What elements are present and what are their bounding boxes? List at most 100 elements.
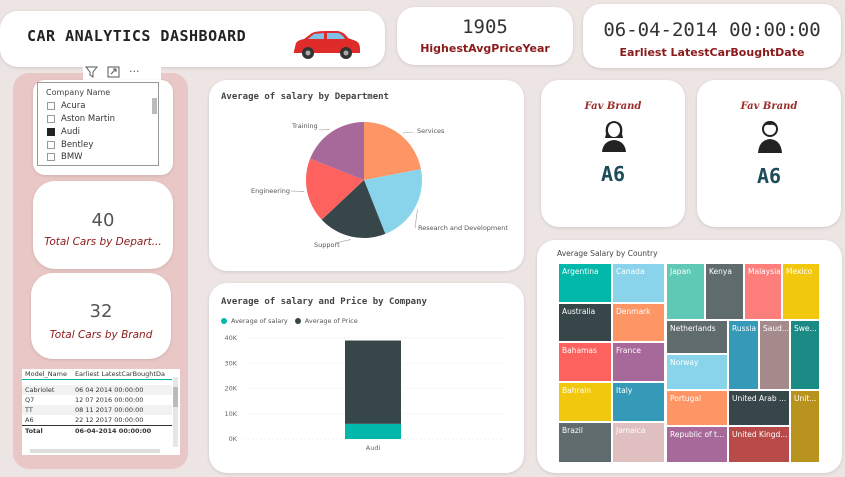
table-horizontal-scrollbar[interactable]: [30, 449, 160, 453]
fav-brand-value: A6: [600, 162, 626, 186]
treemap-cell[interactable]: Norway: [666, 354, 728, 390]
treemap-cell[interactable]: United Arab ...: [728, 390, 790, 426]
treemap-cell[interactable]: Italy: [612, 382, 665, 422]
checkbox[interactable]: [47, 115, 55, 123]
column-header[interactable]: Earliest LatestCarBoughtDa: [74, 370, 165, 378]
slicer-item-aston-martin[interactable]: Aston Martin: [47, 114, 115, 124]
fav-brand-male-card: Fav Brand A6: [697, 80, 841, 227]
chart-title: Average of salary and Price by Company: [221, 297, 427, 307]
male-user-icon: [758, 121, 782, 153]
chart-title: Average Salary by Country: [557, 249, 658, 258]
card-value: 32: [89, 301, 113, 322]
female-user-icon: [602, 121, 626, 152]
pie-chart: Services Research and Development Support E…: [251, 122, 508, 249]
slicer-item-bentley[interactable]: Bentley: [47, 140, 93, 150]
table-vertical-scrollbar[interactable]: [173, 377, 178, 447]
bar-chart: 40K 30K 20K 10K 0K Audi: [224, 334, 504, 452]
treemap-cell[interactable]: Australia: [558, 303, 612, 342]
pie-slice[interactable]: [321, 180, 386, 238]
kpi-highest-avg-price-year: 1905 HighestAvgPriceYear: [397, 7, 573, 65]
kpi-value: 1905: [462, 16, 508, 38]
model-table: Model_Name Earliest LatestCarBoughtDa Ca…: [22, 369, 180, 455]
focus-mode-icon[interactable]: [107, 66, 120, 78]
treemap-cell[interactable]: Mexico: [782, 263, 820, 320]
car-icon: [294, 31, 360, 59]
pie-slice[interactable]: [310, 122, 364, 180]
bar-segment[interactable]: [345, 340, 401, 424]
pie-slice[interactable]: [364, 169, 422, 234]
table-row[interactable]: Q7 12 07 2016 00:00:00: [25, 395, 144, 404]
legend-swatch: [221, 318, 227, 324]
checkbox[interactable]: [47, 153, 55, 161]
more-options-icon[interactable]: ···: [129, 65, 140, 78]
pie-slice[interactable]: [364, 122, 421, 180]
column-header[interactable]: Model_Name: [25, 370, 67, 378]
kpi-earliest-date: 06-04-2014 00:00:00 Earliest LatestCarBo…: [583, 4, 841, 68]
treemap-cell[interactable]: Republic of t...: [666, 426, 728, 463]
table-row[interactable]: TT 08 11 2017 00:00:00: [22, 404, 172, 415]
page-title: CAR ANALYTICS DASHBOARD: [27, 27, 247, 45]
treemap-cell[interactable]: Japan: [666, 263, 705, 320]
table-row[interactable]: A6 22 12 2017 00:00:00: [25, 415, 144, 424]
model-table-grid: Model_Name Earliest LatestCarBoughtDa Ca…: [22, 369, 172, 436]
treemap-cell[interactable]: Jamaica: [612, 422, 665, 463]
slicer-selection-frame: [37, 82, 159, 166]
checkbox[interactable]: [47, 141, 55, 149]
salary-by-country-treemap: Average Salary by Country Argentina Canad…: [537, 240, 842, 473]
treemap-cell[interactable]: Canada: [612, 263, 665, 303]
treemap-cell[interactable]: Swe...: [790, 320, 820, 390]
leader-line: [402, 131, 414, 134]
slicer-item-bmw[interactable]: BMW: [47, 152, 83, 162]
pie-label: Research and Development: [418, 224, 508, 232]
header-card: CAR ANALYTICS DASHBOARD: [0, 11, 385, 67]
slicer-scrollbar[interactable]: [152, 98, 157, 114]
treemap-cell[interactable]: Netherlands: [666, 320, 728, 354]
table-total-row: Total 06-04-2014 00:00:00: [22, 425, 172, 436]
slicer-item-acura[interactable]: Acura: [47, 101, 85, 111]
bar-segment[interactable]: [345, 423, 401, 439]
filter-icon[interactable]: [85, 66, 98, 78]
treemap-cell[interactable]: Brazil: [558, 422, 612, 463]
y-tick-label: 40K: [224, 334, 237, 342]
treemap-cell[interactable]: Bahamas: [558, 342, 612, 382]
treemap-cell[interactable]: Saud...: [759, 320, 790, 390]
legend-item: Average of salary: [231, 317, 288, 325]
pie-slice[interactable]: [306, 158, 364, 220]
treemap-cell[interactable]: Russia: [728, 320, 759, 390]
card-label: Total Cars by Depart...: [44, 236, 162, 248]
company-slicer: Company Name Acura Aston Martin Audi Ben…: [33, 80, 173, 175]
total-cars-by-department-card: 40 Total Cars by Depart...: [33, 181, 173, 269]
card-value: 40: [91, 210, 115, 231]
treemap-cell[interactable]: United Kingd...: [728, 426, 790, 463]
pie-label: Training: [291, 122, 318, 130]
pie-label: Engineering: [251, 187, 290, 195]
checkbox[interactable]: [47, 102, 55, 110]
treemap-cell[interactable]: Kenya: [705, 263, 744, 320]
legend-item: Average of Price: [304, 317, 358, 325]
treemap-cell[interactable]: Bahrain: [558, 382, 612, 422]
salary-by-department-pie: Average of salary by Department Services…: [209, 80, 524, 271]
y-tick-label: 10K: [224, 410, 237, 418]
kpi-value: 06-04-2014 00:00:00: [603, 19, 821, 41]
treemap-cell[interactable]: Argentina: [558, 263, 612, 303]
treemap-cell[interactable]: France: [612, 342, 665, 382]
salary-price-by-company-chart: Average of salary and Price by Company A…: [209, 283, 524, 473]
leader-line: [414, 209, 418, 229]
card-label: Total Cars by Brand: [49, 329, 153, 341]
y-tick-label: 0K: [229, 435, 238, 443]
pie-label: Services: [417, 127, 445, 135]
table-row[interactable]: Cabriolet 06 04 2014 00:00:00: [22, 384, 172, 395]
fav-brand-female-card: Fav Brand A6: [541, 80, 685, 227]
kpi-label: HighestAvgPriceYear: [420, 42, 550, 55]
treemap-cell[interactable]: Unit...: [790, 390, 820, 463]
fav-brand-title: Fav Brand: [584, 101, 642, 112]
kpi-label: Earliest LatestCarBoughtDate: [619, 46, 805, 59]
treemap-cell[interactable]: Malaysia: [744, 263, 782, 320]
treemap-cell[interactable]: Portugal: [666, 390, 728, 426]
checkbox-checked[interactable]: [47, 128, 55, 136]
slicer-item-audi[interactable]: Audi: [47, 127, 80, 137]
table-header-row: Model_Name Earliest LatestCarBoughtDa: [22, 369, 172, 380]
fav-brand-title: Fav Brand: [740, 101, 798, 112]
treemap-cell[interactable]: Denmark: [612, 303, 665, 342]
fav-brand-value: A6: [756, 164, 782, 188]
